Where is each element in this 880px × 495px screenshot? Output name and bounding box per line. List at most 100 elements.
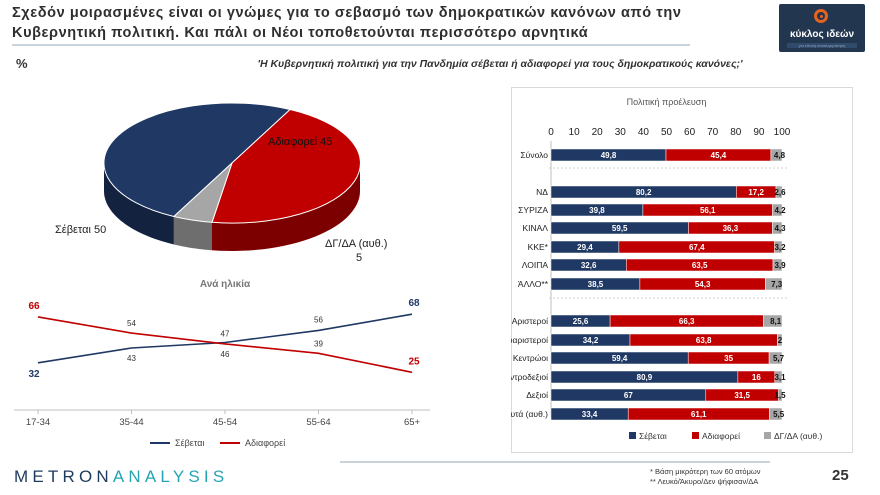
pie-slice-0 bbox=[103, 102, 292, 218]
legend-swatch bbox=[692, 432, 699, 439]
legend-swatch bbox=[764, 432, 771, 439]
bar-segment bbox=[772, 221, 783, 235]
pie-slice-2 bbox=[172, 162, 233, 223]
x-tick-label: 90 bbox=[753, 127, 765, 138]
row-label: ΚΚΕ* bbox=[528, 242, 549, 252]
bar-value-label: 16 bbox=[752, 373, 761, 382]
survey-question: 'Η Κυβερνητική πολιτική για την Πανδημία… bbox=[257, 58, 743, 70]
bar-value-label: 1,5 bbox=[774, 391, 786, 400]
bar-value-label: 39,8 bbox=[589, 206, 605, 215]
row-label: ΛΟΙΠΑ bbox=[522, 260, 549, 270]
row-label: Κεντρώοι bbox=[513, 353, 548, 363]
bar-value-label: 61,1 bbox=[691, 410, 707, 419]
footer-divider bbox=[340, 461, 770, 463]
data-label: 39 bbox=[314, 339, 323, 348]
x-tick-label: 30 bbox=[615, 127, 627, 138]
circle-logo-icon bbox=[814, 9, 828, 23]
bar-value-label: 80,9 bbox=[637, 373, 653, 382]
bar-value-label: 35 bbox=[724, 354, 733, 363]
bar-value-label: 2,6 bbox=[774, 188, 786, 197]
footnote-2: ** Λευκό/Άκυρο/Δεν ψήφισαν/ΔΑ bbox=[650, 477, 759, 486]
data-label: 66 bbox=[28, 301, 40, 312]
title-line-1: Σχεδόν μοιρασμένες είναι οι γνώμες για τ… bbox=[12, 5, 682, 21]
bar-segment bbox=[774, 240, 783, 254]
data-label: 56 bbox=[314, 315, 323, 324]
bar-value-label: 80,2 bbox=[636, 188, 652, 197]
data-label: 68 bbox=[408, 298, 420, 309]
bar-value-label: 67,4 bbox=[689, 243, 705, 252]
data-label: 43 bbox=[127, 354, 136, 363]
bar-value-label: 3,1 bbox=[774, 373, 786, 382]
bar-segment bbox=[772, 203, 783, 217]
bar-segment bbox=[772, 258, 783, 272]
brand-dark: METRON bbox=[14, 467, 113, 486]
bar-value-label: 59,5 bbox=[612, 224, 628, 233]
bar-value-label: 32,6 bbox=[581, 261, 597, 270]
row-label: ΚΙΝΑΛ bbox=[522, 223, 548, 233]
row-label: Κεντροαριστεροί bbox=[511, 335, 548, 345]
bar-value-label: 31,5 bbox=[734, 391, 750, 400]
data-label: 46 bbox=[221, 350, 230, 359]
bar-segment bbox=[778, 388, 783, 402]
bar-value-label: 59,4 bbox=[612, 354, 628, 363]
x-tick-label: 65+ bbox=[404, 417, 421, 428]
series-line-1 bbox=[37, 316, 413, 374]
x-tick-label: 40 bbox=[638, 127, 650, 138]
bar-value-label: 5,5 bbox=[773, 410, 785, 419]
x-tick-label: 0 bbox=[548, 127, 554, 138]
title-divider bbox=[12, 44, 690, 46]
bar-value-label: 38,5 bbox=[588, 280, 604, 289]
bar-segment bbox=[763, 314, 783, 328]
metron-analysis-logo: METRONANALYSIS bbox=[14, 467, 228, 487]
row-label: ΣΥΡΙΖΑ bbox=[518, 205, 548, 215]
x-tick-label: 10 bbox=[569, 127, 581, 138]
legend-label: Σέβεται bbox=[639, 431, 667, 441]
bar-segment bbox=[774, 370, 783, 384]
pie-label-dk: ΔΓ/ΔΑ (αυθ.) bbox=[325, 238, 387, 250]
bar-value-label: 4,2 bbox=[774, 206, 786, 215]
x-tick-label: 17-34 bbox=[26, 417, 50, 428]
title-line-2: Κυβερνητική πολιτική. Και πάλι οι Νέοι τ… bbox=[12, 25, 589, 41]
page-number: 25 bbox=[832, 467, 849, 484]
x-tick-label: 45-54 bbox=[213, 417, 237, 428]
bar-value-label: 25,6 bbox=[573, 317, 589, 326]
pie-slice-1 bbox=[211, 108, 361, 224]
footnotes: * Βάση μικρότερη των 60 ατόμων ** Λευκό/… bbox=[650, 467, 761, 487]
logo-name: κύκλος ιδεών bbox=[789, 29, 855, 40]
bar-value-label: 33,4 bbox=[582, 410, 598, 419]
row-label: Αριστεροί bbox=[512, 316, 548, 326]
x-tick-label: 35-44 bbox=[119, 417, 143, 428]
bar-value-label: 45,4 bbox=[711, 151, 727, 160]
bar-value-label: 5,7 bbox=[773, 354, 785, 363]
legend-swatch bbox=[629, 432, 636, 439]
pie-label-respect: Σέβεται 50 bbox=[55, 224, 106, 236]
legend-label-indifferent: Αδιαφορεί bbox=[245, 438, 285, 448]
legend-label: ΔΓ/ΔΑ (αυθ.) bbox=[774, 431, 822, 441]
bar-segment bbox=[770, 148, 783, 162]
pie-side-0 bbox=[104, 163, 174, 245]
bar-value-label: 3,2 bbox=[774, 243, 786, 252]
bar-value-label: 66,3 bbox=[679, 317, 695, 326]
bar-value-label: 36,3 bbox=[723, 224, 739, 233]
brand-light: ANALYSIS bbox=[112, 467, 229, 486]
political-origin-panel bbox=[511, 87, 853, 453]
bar-value-label: 63,5 bbox=[692, 261, 708, 270]
bar-value-label: 34,2 bbox=[583, 336, 599, 345]
bar-segment bbox=[769, 407, 783, 421]
bar-value-label: 29,4 bbox=[577, 243, 593, 252]
x-tick-label: 55-64 bbox=[306, 417, 330, 428]
legend-label-respect: Σέβεται bbox=[175, 438, 204, 448]
series-line-0 bbox=[37, 313, 413, 364]
legend-label: Αδιαφορεί bbox=[702, 431, 740, 441]
x-tick-label: 60 bbox=[684, 127, 696, 138]
pie-side-1 bbox=[212, 163, 360, 251]
bar-value-label: 67 bbox=[624, 391, 633, 400]
row-label: Σύνολο bbox=[520, 150, 548, 160]
bar-value-label: 56,1 bbox=[700, 206, 716, 215]
political-origin-chart: Πολιτική προέλευση 0 10 20 30 40 50 60 70 80 90 100… bbox=[511, 97, 822, 441]
bar-chart-title: Πολιτική προέλευση bbox=[627, 97, 707, 107]
bar-value-label: 3,9 bbox=[774, 261, 786, 270]
bar-value-label: 17,2 bbox=[748, 188, 764, 197]
row-label: Κεντροδεξιοί bbox=[511, 372, 548, 382]
bar-segment bbox=[768, 351, 783, 365]
